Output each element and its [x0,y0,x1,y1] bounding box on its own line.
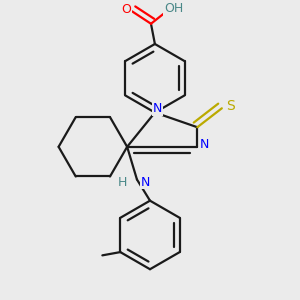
Text: S: S [226,99,235,113]
Text: O: O [121,3,131,16]
Text: N: N [141,176,150,189]
Text: N: N [200,138,209,151]
Text: H: H [118,176,127,189]
Text: OH: OH [164,2,184,15]
Text: N: N [153,102,162,115]
